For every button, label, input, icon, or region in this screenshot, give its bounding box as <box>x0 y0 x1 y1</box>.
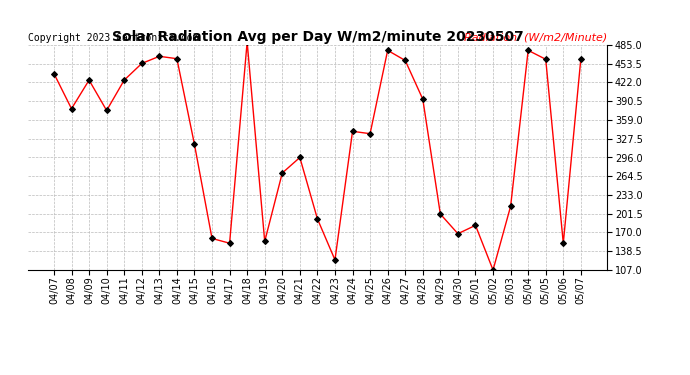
Text: Radiation  (W/m2/Minute): Radiation (W/m2/Minute) <box>464 33 607 43</box>
Point <box>171 56 182 62</box>
Point <box>241 39 253 45</box>
Point <box>66 106 77 112</box>
Point <box>470 222 481 228</box>
Point <box>277 170 288 176</box>
Point <box>329 257 340 263</box>
Point <box>119 77 130 83</box>
Point <box>417 96 428 102</box>
Title: Solar Radiation Avg per Day W/m2/minute 20230507: Solar Radiation Avg per Day W/m2/minute … <box>112 30 523 44</box>
Point <box>189 141 200 147</box>
Point <box>259 238 270 244</box>
Point <box>435 211 446 217</box>
Point <box>154 53 165 59</box>
Point <box>540 56 551 62</box>
Point <box>382 47 393 53</box>
Text: Copyright 2023 Cartronics.com: Copyright 2023 Cartronics.com <box>28 33 198 43</box>
Point <box>505 203 516 209</box>
Point <box>101 108 112 114</box>
Point <box>488 267 499 273</box>
Point <box>522 47 533 53</box>
Point <box>453 231 464 237</box>
Point <box>206 236 217 242</box>
Point <box>312 216 323 222</box>
Point <box>224 240 235 246</box>
Point <box>48 70 59 76</box>
Point <box>558 240 569 246</box>
Point <box>83 77 95 83</box>
Point <box>575 56 586 62</box>
Point <box>136 60 147 66</box>
Point <box>364 131 375 137</box>
Point <box>347 128 358 134</box>
Point <box>295 154 306 160</box>
Point <box>400 57 411 63</box>
